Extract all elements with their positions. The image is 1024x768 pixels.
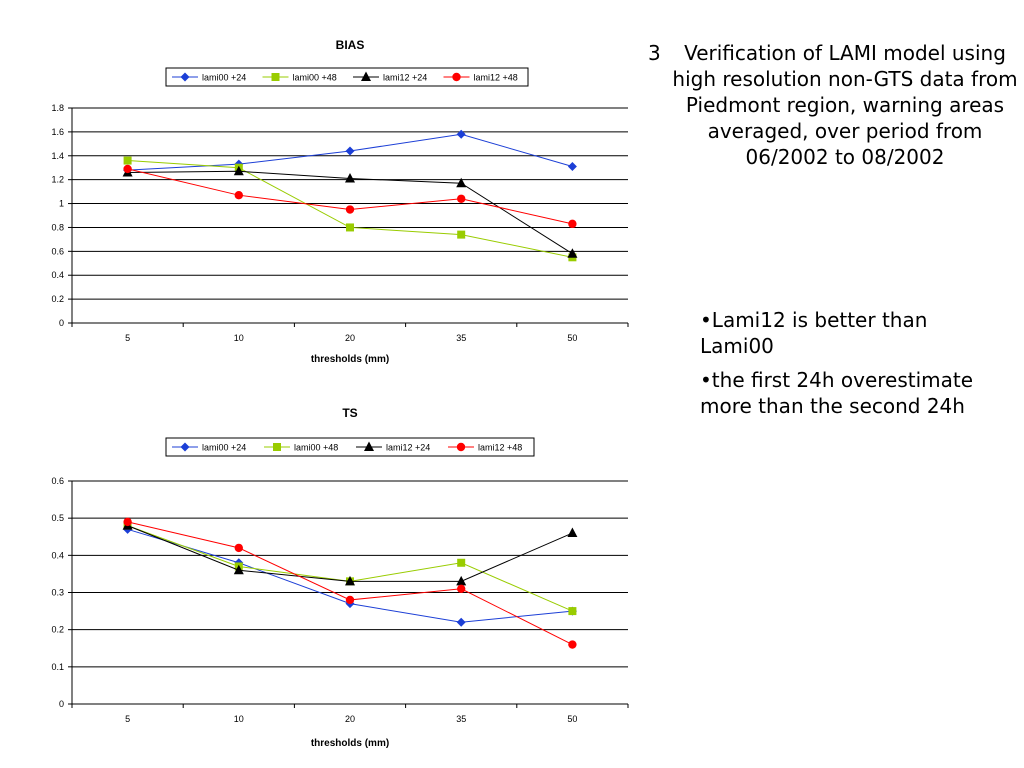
data-point [457,584,466,593]
data-point [456,129,466,139]
slide-heading: 3 Verification of LAMI model using high … [648,40,1018,170]
y-tick-label: 0.5 [51,513,64,523]
data-point [123,517,132,527]
data-point [456,617,466,627]
legend-marker [452,72,461,82]
legend-marker [273,443,281,451]
y-tick-label: 1.2 [51,175,64,185]
y-tick-label: 0.6 [51,476,64,486]
legend-label: lami12 +48 [478,443,522,453]
y-tick-label: 0.2 [51,294,64,304]
data-point [345,595,355,605]
chart-title: BIAS [336,38,365,52]
series-line [127,528,573,623]
x-tick-label: 10 [234,333,244,343]
data-point [346,223,354,232]
x-tick-label: 20 [345,333,355,343]
legend-marker [180,72,190,82]
legend-label: lami12 +24 [386,443,430,453]
data-point [456,575,467,586]
heading-number: 3 [648,41,661,65]
legend-label: lami12 +24 [383,73,427,83]
legend-marker [364,441,374,451]
chart-title: TS [342,406,357,420]
y-tick-label: 0.6 [51,246,64,256]
bullet-item: •Lami12 is better than Lami00 [700,308,928,358]
legend-box [165,67,529,87]
legend-marker [361,71,371,81]
y-tick-label: 0.8 [51,222,64,232]
data-point [123,156,132,165]
legend-label: lami00 +48 [293,73,337,83]
legend-marker [180,442,190,452]
x-tick-label: 20 [345,714,355,724]
data-point [233,165,244,176]
y-tick-label: 1.8 [51,103,64,113]
x-tick-label: 35 [456,714,466,724]
heading-text: Verification of LAMI model using high re… [672,41,1018,169]
y-tick-label: 1.6 [51,127,64,137]
x-tick-label: 50 [567,333,577,343]
bullet-item: •the first 24h overestimate more than th… [700,368,974,418]
data-point [345,172,355,183]
data-point [233,564,244,575]
data-point [345,146,355,156]
bullet-list: •Lami12 is better than Lami00 •the first… [700,307,1000,427]
legend-label: lami12 +48 [474,73,518,83]
y-tick-label: 1.4 [51,151,64,161]
data-point [568,640,577,649]
y-tick-label: 0 [59,318,64,328]
y-tick-label: 0.4 [51,550,64,560]
x-axis-label: thresholds (mm) [311,354,389,365]
legend-marker [456,442,466,452]
legend-box [165,437,535,457]
data-point [568,219,577,229]
y-tick-label: 0.3 [51,588,64,598]
y-tick-label: 1 [59,199,64,209]
x-tick-label: 50 [567,714,577,724]
chart-bias: BIAS 0 0.2 0.4 0.6 0.8 1 1.2 1.4 1.6 1.8 5 10 20 35 50 t… [51,38,629,365]
series-line [127,525,573,582]
y-tick-label: 0.2 [51,625,64,635]
data-point [457,194,466,203]
y-tick-label: 0.4 [51,270,64,280]
chart-ts: TS 0 0.1 0.2 0.3 0.4 0.5 0.6 5 10 20 35 50 thresholds… [51,406,629,749]
data-point [567,162,577,172]
legend: lami00 +24 lami00 +48 lami12 +24 lami12 +48 [165,67,529,87]
x-tick-label: 35 [456,333,466,343]
legend: lami00 +24 lami00 +48 lami12 +24 lami12 +48 [165,437,535,457]
data-point [568,607,577,616]
y-tick-label: 0.1 [51,662,64,672]
data-point [567,248,578,258]
x-tick-label: 10 [234,714,244,724]
data-point [567,527,578,538]
legend-marker [271,73,280,81]
y-tick-label: 0 [59,699,64,709]
legend-label: lami00 +24 [202,73,246,83]
data-point [345,205,355,214]
legend-label: lami00 +48 [294,443,338,453]
x-axis-label: thresholds (mm) [311,738,389,749]
legend-label: lami00 +24 [202,443,246,453]
data-point [123,164,132,174]
data-point [457,558,466,567]
data-point [234,543,243,553]
data-point [345,575,355,586]
data-point [234,190,243,200]
x-tick-label: 5 [125,714,130,724]
data-point [457,230,466,239]
data-point [456,177,467,188]
x-tick-label: 5 [125,333,130,343]
